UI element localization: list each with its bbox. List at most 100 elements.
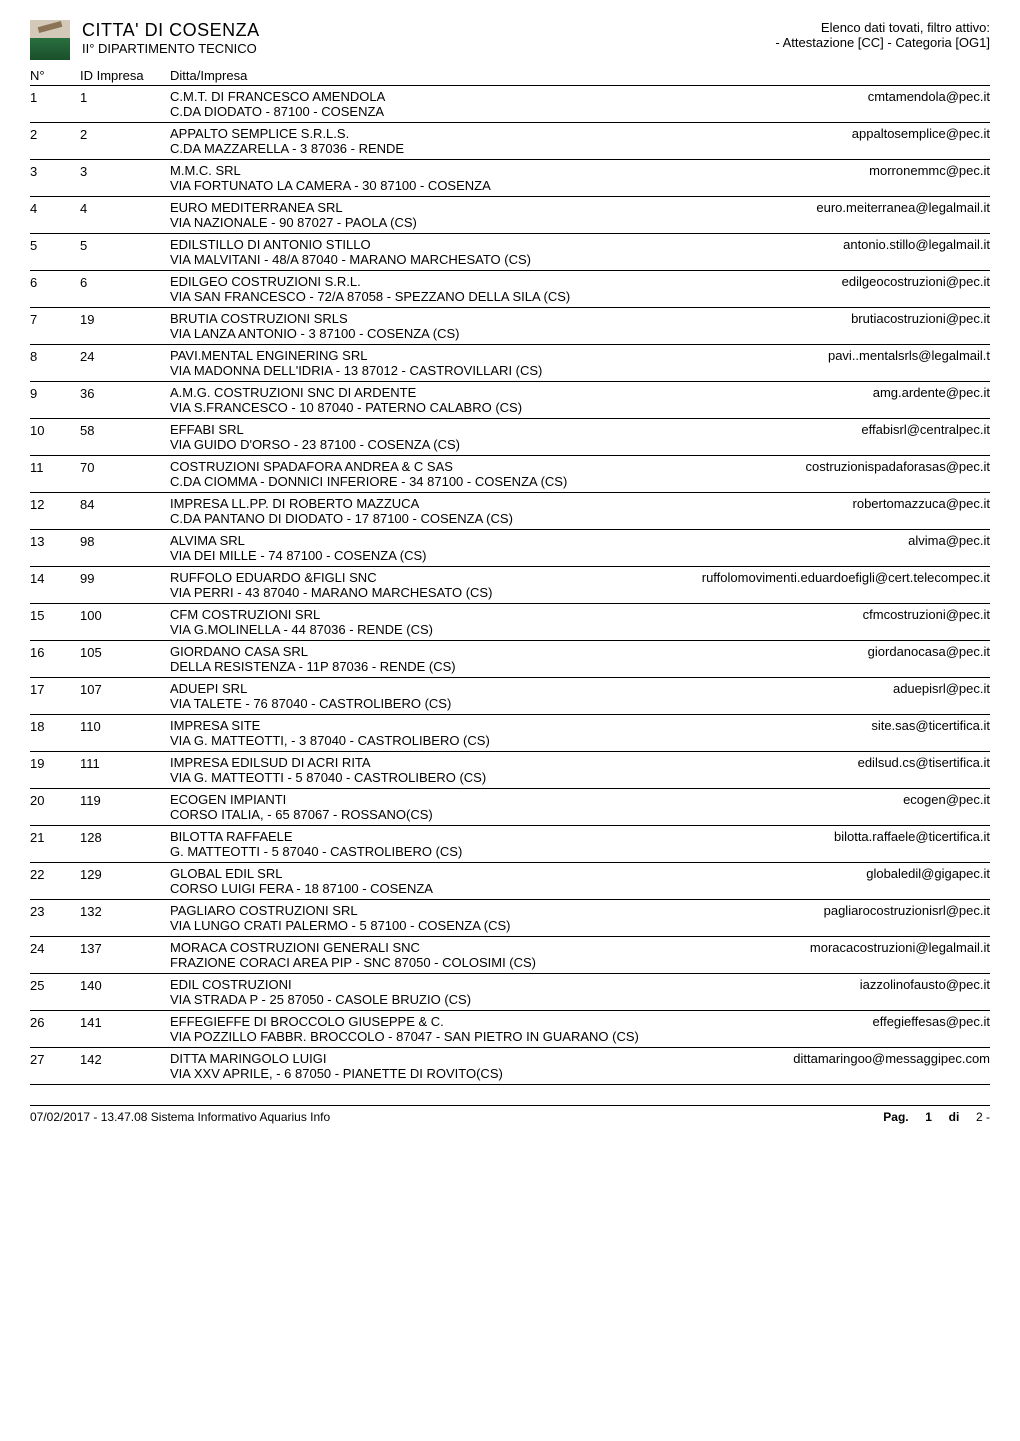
cell-id: 119 bbox=[80, 792, 170, 822]
cell-id: 99 bbox=[80, 570, 170, 600]
company-email: giordanocasa@pec.it bbox=[868, 644, 990, 659]
table-row: 1398ALVIMA SRLalvima@pec.itVIA DEI MILLE… bbox=[30, 530, 990, 567]
table-row: 20119ECOGEN IMPIANTIecogen@pec.itCORSO I… bbox=[30, 789, 990, 826]
cell-n: 5 bbox=[30, 237, 80, 267]
cell-id: 129 bbox=[80, 866, 170, 896]
company-name: PAGLIARO COSTRUZIONI SRL bbox=[170, 903, 358, 918]
company-name: A.M.G. COSTRUZIONI SNC DI ARDENTE bbox=[170, 385, 416, 400]
row-line1: IMPRESA EDILSUD DI ACRI RITA edilsud.cs@t… bbox=[170, 755, 990, 770]
table-row: 1058EFFABI SRLeffabisrl@centralpec.itVIA… bbox=[30, 419, 990, 456]
cell-id: 5 bbox=[80, 237, 170, 267]
di-total: 2 - bbox=[976, 1110, 990, 1124]
company-name: BRUTIA COSTRUZIONI SRLS bbox=[170, 311, 348, 326]
company-name: EURO MEDITERRANEA SRL bbox=[170, 200, 343, 215]
cell-n: 21 bbox=[30, 829, 80, 859]
filter-line1: Elenco dati tovati, filtro attivo: bbox=[775, 20, 990, 35]
company-address: VIA SAN FRANCESCO - 72/A 87058 - SPEZZAN… bbox=[170, 289, 990, 304]
org-title: CITTA' DI COSENZA bbox=[82, 20, 775, 41]
cell-id: 105 bbox=[80, 644, 170, 674]
company-address: C.DA PANTANO DI DIODATO - 17 87100 - COS… bbox=[170, 511, 990, 526]
cell-main: ALVIMA SRLalvima@pec.itVIA DEI MILLE - 7… bbox=[170, 533, 990, 563]
company-name: GIORDANO CASA SRL bbox=[170, 644, 308, 659]
row-line1: M.M.C. SRLmorronemmc@pec.it bbox=[170, 163, 990, 178]
row-line1: PAGLIARO COSTRUZIONI SRLpagliarocostruzi… bbox=[170, 903, 990, 918]
cell-main: EDILGEO COSTRUZIONI S.R.L.edilgeocostruz… bbox=[170, 274, 990, 304]
company-email: costruzionispadaforasas@pec.it bbox=[806, 459, 990, 474]
company-name: PAVI.MENTAL ENGINERING SRL bbox=[170, 348, 367, 363]
company-address: VIA PERRI - 43 87040 - MARANO MARCHESATO… bbox=[170, 585, 990, 600]
company-email: pavi..mentalsrls@legalmail.t bbox=[828, 348, 990, 363]
table-body: 11C.M.T. DI FRANCESCO AMENDOLAcmtamendol… bbox=[30, 86, 990, 1085]
cell-main: ADUEPI SRLaduepisrl@pec.itVIA TALETE - 7… bbox=[170, 681, 990, 711]
row-line1: EFFEGIEFFE DI BROCCOLO GIUSEPPE & C. effe… bbox=[170, 1014, 990, 1029]
cell-main: C.M.T. DI FRANCESCO AMENDOLAcmtamendola@… bbox=[170, 89, 990, 119]
company-name: ECOGEN IMPIANTI bbox=[170, 792, 286, 807]
cell-main: GLOBAL EDIL SRLglobaledil@gigapec.itCORS… bbox=[170, 866, 990, 896]
company-email: appaltosemplice@pec.it bbox=[852, 126, 990, 141]
table-row: 18110IMPRESA SITEsite.sas@ticertifica.it… bbox=[30, 715, 990, 752]
row-line1: APPALTO SEMPLICE S.R.L.S.appaltosemplice… bbox=[170, 126, 990, 141]
cell-id: 110 bbox=[80, 718, 170, 748]
table-row: 27142DITTA MARINGOLO LUIGIdittamaringoo@… bbox=[30, 1048, 990, 1085]
cell-n: 16 bbox=[30, 644, 80, 674]
cell-main: IMPRESA SITEsite.sas@ticertifica.itVIA G… bbox=[170, 718, 990, 748]
cell-main: EDILSTILLO DI ANTONIO STILLOantonio.stil… bbox=[170, 237, 990, 267]
table-row: 16105GIORDANO CASA SRL giordanocasa@pec.i… bbox=[30, 641, 990, 678]
row-line1: GLOBAL EDIL SRLglobaledil@gigapec.it bbox=[170, 866, 990, 881]
table-row: 719BRUTIA COSTRUZIONI SRLSbrutiacostruzi… bbox=[30, 308, 990, 345]
cell-n: 13 bbox=[30, 533, 80, 563]
company-address: VIA MALVITANI - 48/A 87040 - MARANO MARC… bbox=[170, 252, 990, 267]
table-row: 11C.M.T. DI FRANCESCO AMENDOLAcmtamendol… bbox=[30, 86, 990, 123]
row-line1: GIORDANO CASA SRL giordanocasa@pec.it bbox=[170, 644, 990, 659]
row-line1: ALVIMA SRLalvima@pec.it bbox=[170, 533, 990, 548]
company-name: EFFABI SRL bbox=[170, 422, 244, 437]
company-email: euro.meiterranea@legalmail.it bbox=[816, 200, 990, 215]
table-row: 824PAVI.MENTAL ENGINERING SRLpavi..menta… bbox=[30, 345, 990, 382]
cell-main: PAGLIARO COSTRUZIONI SRLpagliarocostruzi… bbox=[170, 903, 990, 933]
company-address: VIA FORTUNATO LA CAMERA - 30 87100 - COS… bbox=[170, 178, 990, 193]
company-email: edilsud.cs@tisertifica.it bbox=[858, 755, 990, 770]
company-email: ecogen@pec.it bbox=[903, 792, 990, 807]
company-name: ADUEPI SRL bbox=[170, 681, 247, 696]
company-name: GLOBAL EDIL SRL bbox=[170, 866, 282, 881]
company-address: VIA MADONNA DELL'IDRIA - 13 87012 - CAST… bbox=[170, 363, 990, 378]
cell-n: 18 bbox=[30, 718, 80, 748]
cell-main: MORACA COSTRUZIONI GENERALI SNCmoracacos… bbox=[170, 940, 990, 970]
row-line1: IMPRESA SITEsite.sas@ticertifica.it bbox=[170, 718, 990, 733]
company-email: dittamaringoo@messaggipec.com bbox=[793, 1051, 990, 1066]
cell-main: BILOTTA RAFFAELEbilotta.raffaele@ticerti… bbox=[170, 829, 990, 859]
table-row: 24137MORACA COSTRUZIONI GENERALI SNCmora… bbox=[30, 937, 990, 974]
cell-main: CFM COSTRUZIONI SRLcfmcostruzioni@pec.it… bbox=[170, 607, 990, 637]
company-name: IMPRESA EDILSUD DI ACRI RITA bbox=[170, 755, 371, 770]
cell-n: 17 bbox=[30, 681, 80, 711]
company-email: robertomazzuca@pec.it bbox=[853, 496, 990, 511]
company-email: iazzolinofausto@pec.it bbox=[860, 977, 990, 992]
table-row: 17107ADUEPI SRLaduepisrl@pec.itVIA TALET… bbox=[30, 678, 990, 715]
logo-block bbox=[30, 20, 70, 60]
table-row: 25140EDIL COSTRUZIONIiazzolinofausto@pec… bbox=[30, 974, 990, 1011]
company-name: C.M.T. DI FRANCESCO AMENDOLA bbox=[170, 89, 385, 104]
cell-n: 3 bbox=[30, 163, 80, 193]
row-line1: PAVI.MENTAL ENGINERING SRL pavi..mentalsr… bbox=[170, 348, 990, 363]
company-name: EFFEGIEFFE DI BROCCOLO GIUSEPPE & C. bbox=[170, 1014, 444, 1029]
cell-id: 107 bbox=[80, 681, 170, 711]
footer-timestamp: 07/02/2017 - 13.47.08 Sistema Informativ… bbox=[30, 1110, 330, 1124]
company-email: effegieffesas@pec.it bbox=[872, 1014, 990, 1029]
company-name: RUFFOLO EDUARDO &FIGLI SNC bbox=[170, 570, 377, 585]
company-name: MORACA COSTRUZIONI GENERALI SNC bbox=[170, 940, 420, 955]
company-email: bilotta.raffaele@ticertifica.it bbox=[834, 829, 990, 844]
cell-n: 12 bbox=[30, 496, 80, 526]
company-address: CORSO LUIGI FERA - 18 87100 - COSENZA bbox=[170, 881, 990, 896]
company-name: EDILGEO COSTRUZIONI S.R.L. bbox=[170, 274, 361, 289]
cell-main: EFFEGIEFFE DI BROCCOLO GIUSEPPE & C. effe… bbox=[170, 1014, 990, 1044]
cell-main: APPALTO SEMPLICE S.R.L.S.appaltosemplice… bbox=[170, 126, 990, 156]
di-label: di bbox=[949, 1110, 960, 1124]
pag-num: 1 bbox=[925, 1110, 932, 1124]
cell-main: PAVI.MENTAL ENGINERING SRL pavi..mentalsr… bbox=[170, 348, 990, 378]
table-row: 19111IMPRESA EDILSUD DI ACRI RITAedilsud… bbox=[30, 752, 990, 789]
cell-n: 6 bbox=[30, 274, 80, 304]
row-line1: EDILSTILLO DI ANTONIO STILLOantonio.stil… bbox=[170, 237, 990, 252]
company-address: VIA LUNGO CRATI PALERMO - 5 87100 - COSE… bbox=[170, 918, 990, 933]
table-row: 44EURO MEDITERRANEA SRLeuro.meiterranea@… bbox=[30, 197, 990, 234]
company-name: COSTRUZIONI SPADAFORA ANDREA & C SAS bbox=[170, 459, 453, 474]
